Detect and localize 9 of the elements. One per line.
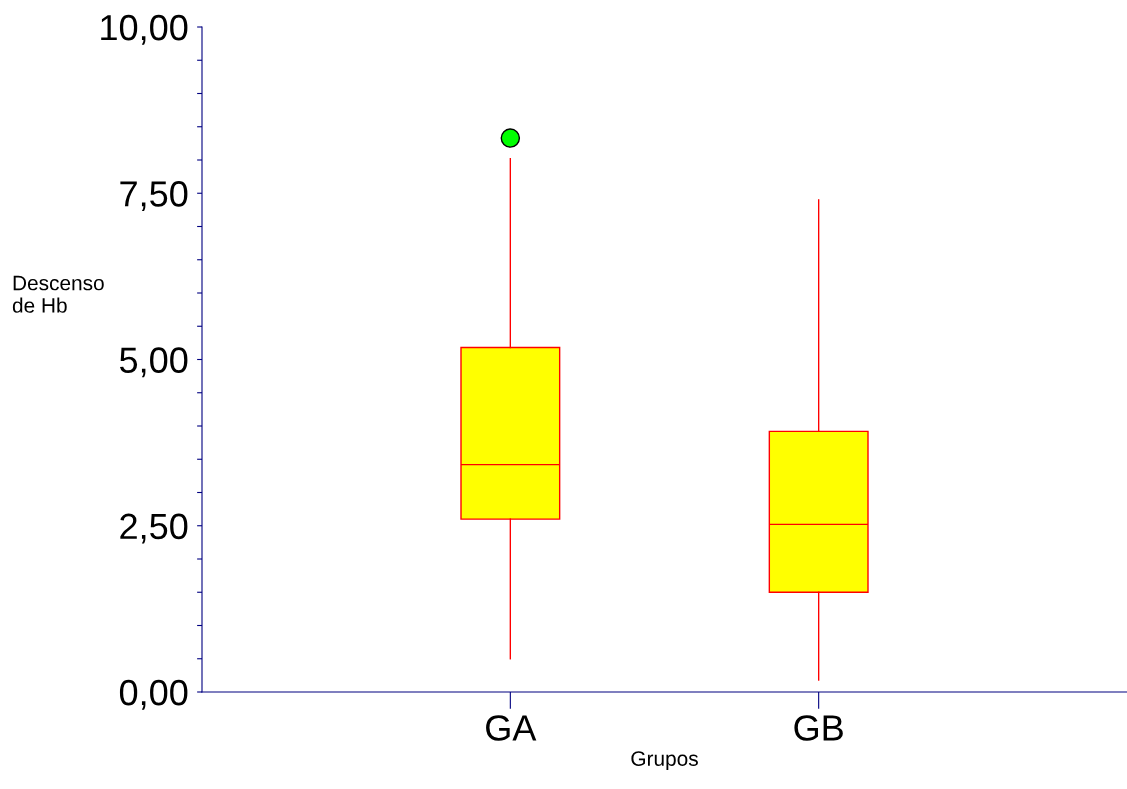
x-tick-label: GB bbox=[794, 715, 843, 741]
y-tick-label: 0,00 bbox=[119, 679, 188, 710]
y-tick-label: 7,50 bbox=[120, 181, 188, 211]
y-axis-title: Descenso de Hb bbox=[12, 275, 104, 313]
y-tick-label: 10,00 bbox=[101, 14, 188, 45]
x-tick-label: GA bbox=[486, 715, 537, 741]
x-axis-title: Grupos bbox=[631, 751, 698, 771]
y-tick-label: 5,00 bbox=[119, 347, 188, 378]
y-tick-label: 2,50 bbox=[120, 513, 188, 544]
